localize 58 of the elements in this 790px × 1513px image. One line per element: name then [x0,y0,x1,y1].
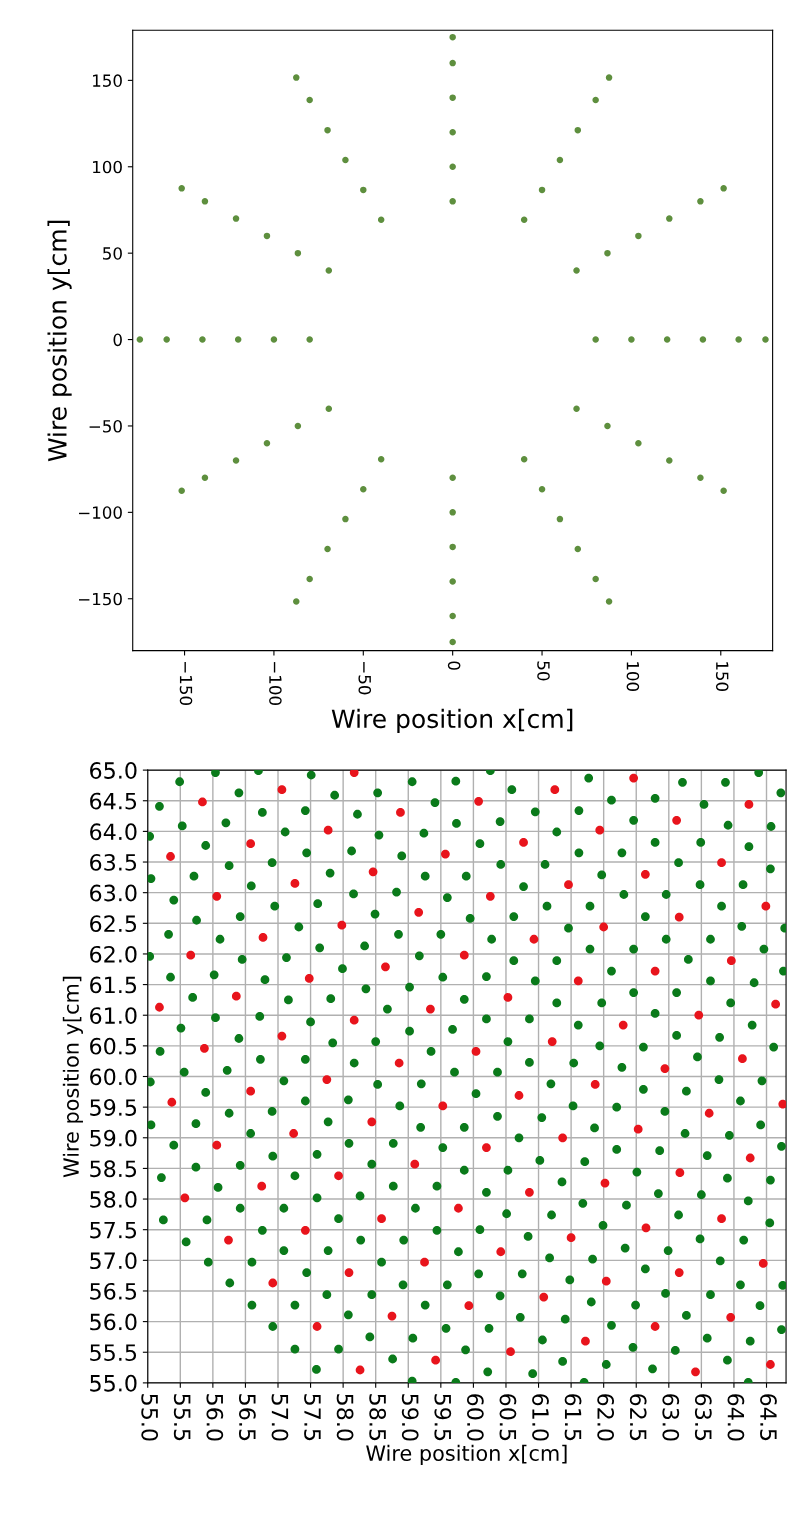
x-tick-label: 60.5 [499,1394,517,1441]
y-tick-label: 56.5 [90,1282,137,1300]
y-tick-label: 60.0 [90,1068,137,1086]
x-tick-label: 55.5 [173,1394,191,1441]
y-tick-label: 150 [93,74,122,87]
x-tick-label: 100 [626,662,640,692]
x-tick-label: 62.5 [629,1394,647,1441]
y-tick-label: 60.5 [90,1037,137,1055]
x-tick-label: 59.5 [434,1394,452,1441]
x-tick-label: 61.5 [564,1394,582,1441]
x-tick-label: 150 [715,662,729,692]
x-tick-label: 57.5 [304,1394,321,1441]
x-tick-label: 58.0 [336,1394,354,1441]
y-tick-label: 55.0 [90,1374,137,1392]
y-tick-label: 61.5 [90,976,137,994]
y-tick-label: −100 [78,506,122,519]
y-tick-label: −150 [78,592,122,606]
x-tick-label: 63.0 [662,1394,680,1441]
y-tick-label: 63.0 [90,884,137,902]
y-tick-label: 63.5 [90,853,137,871]
y-tick-label: 62.0 [90,945,137,963]
y-tick-label: 50 [103,247,122,260]
y-tick-label: 57.0 [90,1252,137,1270]
x-tick-label: 56.0 [206,1394,224,1441]
x-axis-title: Wire position x[cm] [331,708,573,734]
y-tick-label: 59.5 [90,1099,137,1116]
x-tick-label: −150 [179,662,193,705]
y-axis-title: Wire position y[cm] [62,976,83,1178]
y-tick-label: 55.5 [90,1344,137,1361]
x-tick-label: 56.5 [238,1394,256,1441]
x-tick-label: 63.5 [694,1394,712,1441]
x-tick-label: 50 [537,661,550,681]
y-tick-label: 56.0 [90,1313,137,1331]
x-tick-label: 59.0 [401,1394,419,1441]
x-tick-label: 62.0 [597,1394,615,1441]
y-axis-title: Wire position y[cm] [47,220,72,462]
x-tick-label: 64.5 [760,1394,777,1441]
y-tick-label: 58.5 [90,1160,137,1178]
x-tick-label: −50 [358,662,372,695]
x-tick-label: 57.0 [271,1394,289,1441]
y-tick-label: 59.0 [90,1129,137,1147]
y-tick-label: 61.0 [90,1007,137,1024]
x-axis-title: Wire position x[cm] [366,1444,567,1466]
y-tick-label: 64.0 [90,823,137,841]
y-tick-label: −50 [89,419,122,433]
y-tick-label: 58.0 [90,1191,137,1208]
x-tick-label: 61.0 [532,1394,549,1441]
y-tick-label: 57.5 [90,1221,137,1239]
x-tick-label: 58.5 [369,1394,387,1441]
y-tick-label: 100 [93,160,122,174]
y-tick-label: 65.0 [90,762,137,779]
y-tick-label: 62.5 [90,915,137,933]
x-tick-label: −100 [269,662,282,705]
x-tick-label: 64.0 [727,1394,745,1441]
y-tick-label: 0 [113,333,122,347]
x-tick-label: 60.0 [466,1394,484,1441]
x-tick-label: 0 [447,661,461,670]
y-tick-label: 64.5 [90,792,137,810]
